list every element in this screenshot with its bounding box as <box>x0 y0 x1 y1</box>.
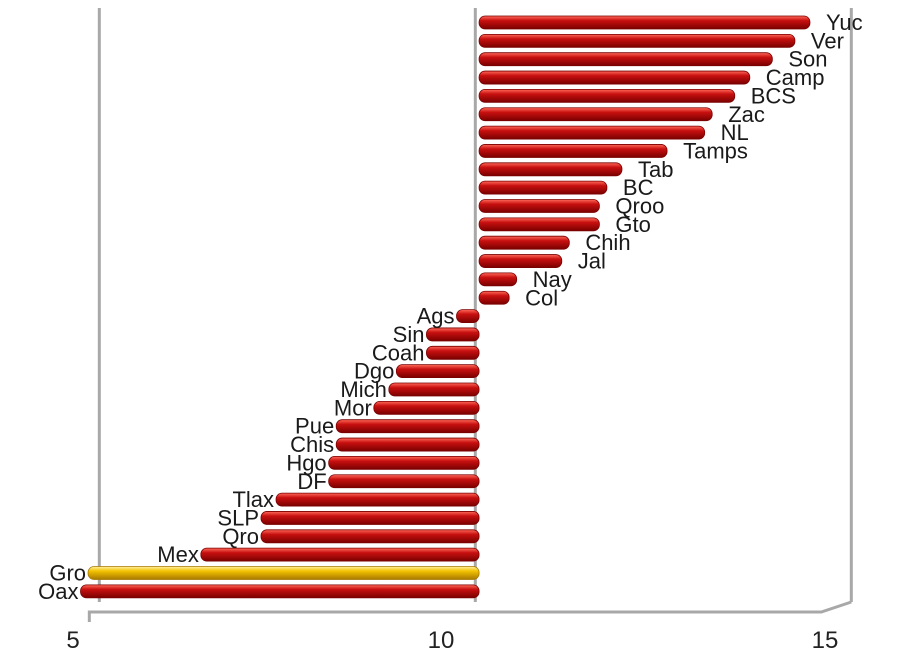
category-label-tlax: Tlax <box>232 487 274 512</box>
category-label-bcs: BCS <box>751 83 796 108</box>
category-label-mich: Mich <box>340 377 386 402</box>
category-label-qroo: Qroo <box>615 194 664 219</box>
x-tick-label-10: 10 <box>428 627 455 654</box>
bar-oax <box>80 584 480 599</box>
category-label-col: Col <box>525 285 558 310</box>
bar-mor <box>373 400 480 415</box>
bar-jal <box>478 254 563 268</box>
bar-ver <box>478 33 796 48</box>
category-label-df: DF <box>297 469 326 494</box>
category-label-mor: Mor <box>334 395 372 420</box>
category-label-chis: Chis <box>290 432 334 457</box>
category-label-nl: NL <box>721 120 749 145</box>
category-label-oax: Oax <box>38 579 78 604</box>
bar-mich <box>388 382 480 397</box>
category-label-gto: Gto <box>615 212 650 237</box>
bar-mex <box>200 547 480 562</box>
category-label-yuc: Yuc <box>826 10 863 35</box>
x-axis-ticks: 5 10 15 <box>66 627 838 654</box>
bar-ags <box>456 309 480 324</box>
plot-floor <box>87 600 852 622</box>
bar-son <box>478 52 773 67</box>
bar-slp <box>260 511 480 525</box>
bar-nl <box>478 125 706 140</box>
category-label-ags: Ags <box>417 304 455 329</box>
category-label-sin: Sin <box>393 322 425 347</box>
bar-zac <box>478 107 713 122</box>
bar-sin <box>426 327 480 342</box>
category-label-jal: Jal <box>578 249 606 274</box>
category-label-son: Son <box>788 47 827 72</box>
category-label-chih: Chih <box>585 230 630 255</box>
category-label-camp: Camp <box>766 65 825 90</box>
category-labels: YucVerSonCampBCSZacNLTampsTabBCQrooGtoCh… <box>38 10 863 604</box>
bar-coah <box>426 345 480 360</box>
category-label-nay: Nay <box>533 267 572 292</box>
x-tick-label-5: 5 <box>66 627 79 654</box>
bar-yuc <box>478 15 811 30</box>
x-tick-label-15: 15 <box>812 627 839 654</box>
bar-hgo <box>328 455 480 470</box>
category-label-zac: Zac <box>728 102 765 127</box>
bar-gto <box>478 217 600 232</box>
bar-camp <box>478 70 751 85</box>
bar-chih <box>478 235 570 250</box>
bar-nay <box>478 272 518 287</box>
category-label-slp: SLP <box>217 505 259 530</box>
category-label-dgo: Dgo <box>354 359 394 384</box>
bar-tamps <box>478 144 668 158</box>
category-label-coah: Coah <box>372 340 425 365</box>
category-label-pue: Pue <box>295 414 334 439</box>
category-label-bc: BC <box>623 175 654 200</box>
bar-bc <box>478 180 608 195</box>
category-label-hgo: Hgo <box>286 450 326 475</box>
category-label-gro: Gro <box>49 561 86 586</box>
bar-col <box>478 290 510 305</box>
bar-pue <box>335 419 480 434</box>
bars <box>80 15 811 599</box>
bar-dgo <box>395 364 480 379</box>
bar-gro <box>87 566 480 580</box>
category-label-tab: Tab <box>638 157 673 182</box>
bar-df <box>328 474 480 489</box>
category-label-mex: Mex <box>157 542 199 567</box>
category-label-tamps: Tamps <box>683 138 748 163</box>
bar-bcs <box>478 89 736 103</box>
bar-qro <box>260 529 480 544</box>
category-label-ver: Ver <box>811 28 844 53</box>
bar-tlax <box>275 492 480 507</box>
bar-qroo <box>478 199 600 213</box>
bar-tab <box>478 162 623 177</box>
bar-chis <box>335 437 480 452</box>
category-label-qro: Qro <box>222 524 259 549</box>
